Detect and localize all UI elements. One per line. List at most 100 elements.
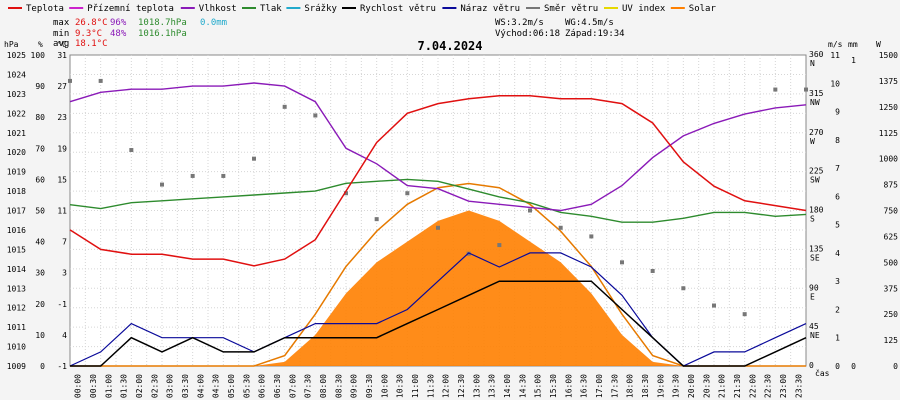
legend-label-3: Tlak (260, 4, 282, 14)
time-tick: 06:30 (273, 374, 282, 398)
axis-hpa-tick: 1018 (7, 187, 26, 196)
time-tick: 05:30 (242, 374, 251, 398)
unit-cas: čas (815, 368, 830, 378)
time-tick: 14:00 (503, 374, 512, 398)
time-tick: 13:30 (488, 374, 497, 398)
wind-direction-point (68, 78, 72, 83)
time-tick: 04:00 (196, 374, 205, 398)
sunrise-info: Východ:06:18 (495, 29, 560, 39)
time-tick: 17:30 (610, 374, 619, 398)
wind-direction-point (436, 225, 440, 230)
time-tick: 14:30 (518, 374, 527, 398)
wind-direction-point (650, 268, 655, 273)
wind-direction-point (528, 208, 532, 213)
axis-degc-tick: 7 (62, 238, 67, 247)
time-tick: 11:30 (426, 374, 435, 398)
series-pressure-line (69, 178, 807, 223)
axis-ms-tick: 5 (835, 221, 840, 230)
date-title: 7.04.2024 (417, 39, 482, 53)
time-tick: 12:30 (457, 374, 466, 398)
axis-hpa-tick: 1019 (7, 168, 26, 177)
axis-ms-tick: 4 (835, 249, 840, 258)
time-tick: 03:00 (166, 374, 175, 398)
stats-avg-temp: 18.1°C (75, 39, 108, 49)
series-solar-area (70, 210, 806, 366)
axis-pct-tick: 10 (35, 331, 45, 340)
stats-max-hum: 96% (110, 18, 127, 28)
axis-dir-value: 225 (809, 167, 824, 176)
wind-direction-point (374, 217, 379, 222)
axis-degc-tick: 3 (62, 269, 67, 278)
unit-w: W (876, 40, 881, 49)
time-tick: 09:00 (350, 374, 359, 398)
time-tick: 09:30 (365, 374, 374, 398)
axis-dir-value: 315 (809, 89, 824, 98)
time-tick: 23:00 (779, 374, 788, 398)
time-tick: 23:30 (794, 374, 803, 398)
time-tick: 13:00 (472, 374, 481, 398)
wind-speed-info: WS:3.2m/s (495, 18, 544, 28)
axis-dir-value: 180 (809, 206, 824, 215)
axis-w-tick: 1250 (879, 103, 898, 112)
wind-direction-point (344, 191, 348, 196)
axis-ms-tick: 10 (830, 79, 840, 88)
axis-w-tick: 625 (884, 232, 899, 241)
wind-direction-point (129, 148, 134, 153)
time-tick: 04:30 (212, 374, 221, 398)
axis-dir-label: N (810, 59, 815, 68)
wind-direction-point (282, 104, 287, 109)
axis-w-tick: 1500 (879, 51, 898, 60)
wind-direction-point (589, 234, 594, 239)
axis-degc-tick: 31 (57, 51, 67, 60)
axis-pct-tick: 40 (35, 238, 45, 247)
legend-label-1: Přízemní teplota (87, 4, 174, 14)
axis-degc-tick: 19 (57, 144, 67, 153)
axes: 1025102410231022102110201019101810171016… (7, 50, 898, 398)
axis-degc-tick: 4 (62, 331, 67, 340)
time-tick: 16:00 (564, 374, 573, 398)
legend: Teplota Přízemní teplota Vlhkost Tlak Srážky… (8, 4, 716, 14)
time-tick: 02:00 (135, 374, 144, 398)
axis-ms-tick: 8 (835, 136, 840, 145)
time-tick: 08:30 (334, 374, 343, 398)
time-tick: 06:00 (258, 374, 267, 398)
axis-hpa-tick: 1012 (7, 304, 26, 313)
time-tick: 10:00 (380, 374, 389, 398)
axis-w-tick: 375 (884, 284, 899, 293)
axis-pct-tick: 50 (35, 207, 45, 216)
stats-avg-label: avg (53, 39, 69, 49)
axis-degc-tick: 11 (57, 207, 67, 216)
axis-ms-tick: 6 (835, 192, 840, 201)
time-tick: 22:30 (764, 374, 773, 398)
axis-w-tick: 0 (893, 362, 898, 371)
time-tick: 11:00 (411, 374, 420, 398)
axis-dir-value: 0 (809, 361, 814, 370)
wind-direction-point (804, 87, 808, 92)
axis-hpa-tick: 1014 (7, 265, 26, 274)
axis-ms-tick: 7 (835, 164, 840, 173)
axis-hpa-tick: 1013 (7, 284, 26, 293)
wind-direction-point (252, 156, 256, 161)
time-tick: 18:30 (641, 374, 650, 398)
time-tick: 07:30 (304, 374, 313, 398)
axis-mm-tick: 1 (851, 56, 856, 65)
sunset-info: Západ:19:34 (565, 29, 625, 39)
axis-hpa-tick: 1016 (7, 226, 26, 235)
axis-dir-value: 90 (809, 283, 819, 292)
time-tick: 08:00 (319, 374, 328, 398)
wind-direction-point (558, 225, 563, 230)
axis-ms-tick: 3 (835, 277, 840, 286)
axis-hpa-tick: 1015 (7, 245, 26, 254)
axis-dir-label: W (810, 137, 815, 146)
axis-hpa-tick: 1020 (7, 148, 26, 157)
axis-hpa-tick: 1017 (7, 207, 26, 216)
axis-dir-label: SE (810, 253, 820, 262)
time-tick: 16:30 (580, 374, 589, 398)
time-tick: 22:00 (748, 374, 757, 398)
axis-ms-tick: 0 (835, 362, 840, 371)
wind-direction-point (98, 78, 103, 83)
legend-label-2: Vlhkost (199, 4, 237, 14)
unit-ms: m/s (828, 40, 843, 49)
unit-hpa: hPa (4, 40, 19, 49)
